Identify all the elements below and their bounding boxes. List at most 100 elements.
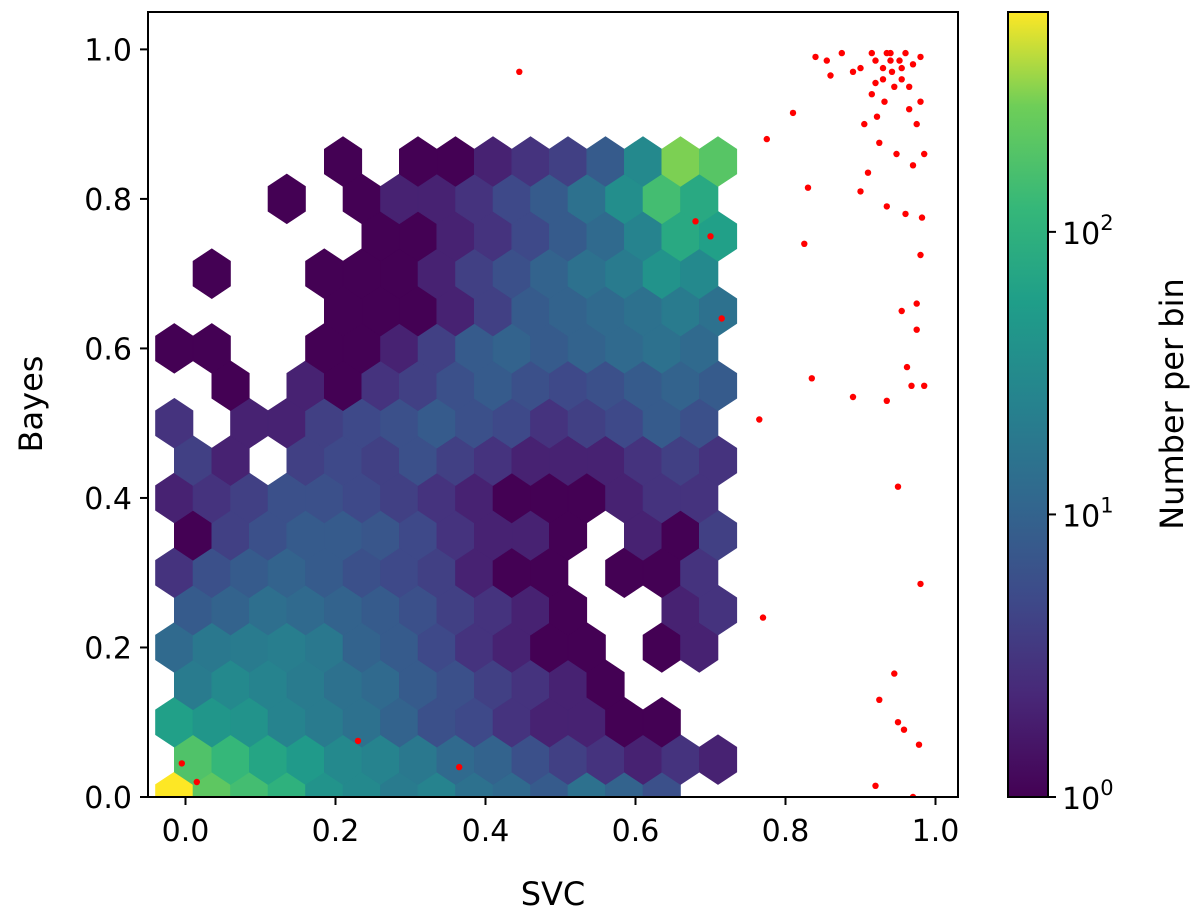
- scatter-point: [354, 737, 362, 745]
- scatter-point: [801, 240, 808, 247]
- scatter-point: [873, 113, 881, 120]
- colorbar-gradient: [1008, 12, 1048, 797]
- scatter-point: [891, 83, 898, 91]
- scatter-point: [913, 120, 920, 128]
- y-tick-label: 0.6: [84, 332, 132, 367]
- scatter-point: [888, 68, 896, 76]
- scatter-point: [808, 375, 815, 382]
- x-tick-label: 1.0: [912, 814, 960, 849]
- scatter-point: [872, 57, 879, 64]
- scatter-point: [909, 162, 917, 169]
- hexbin-cell: [155, 397, 194, 449]
- scatter-point: [883, 49, 890, 57]
- x-axis: 0.0 0.2 0.4 0.6 0.8 1.0: [162, 797, 960, 849]
- scatter-point: [921, 382, 928, 389]
- scatter-point: [823, 57, 830, 64]
- scatter-point: [918, 214, 926, 221]
- scatter-point: [898, 307, 905, 315]
- scatter-point: [902, 210, 909, 218]
- scatter-point: [898, 64, 905, 72]
- scatter-point: [178, 760, 185, 767]
- scatter-point: [707, 233, 714, 240]
- x-tick-label: 0.0: [162, 814, 210, 849]
- colorbar-tick-label: 102: [1062, 211, 1114, 252]
- scatter-layer: [178, 49, 928, 797]
- scatter-point: [876, 696, 883, 703]
- scatter-point: [864, 169, 872, 176]
- scatter-point: [894, 483, 902, 490]
- scatter-point: [881, 98, 888, 105]
- x-tick-label: 0.6: [612, 814, 660, 849]
- scatter-point: [900, 726, 908, 733]
- scatter-point: [917, 580, 924, 588]
- scatter-point: [902, 49, 909, 57]
- hexbin-cell: [698, 734, 738, 785]
- scatter-point: [759, 614, 767, 621]
- scatter-point: [868, 49, 875, 57]
- colorbar-tick-label: 101: [1062, 493, 1114, 534]
- scatter-point: [909, 61, 917, 68]
- scatter-point: [898, 76, 905, 83]
- hexbin-cell: [192, 323, 231, 374]
- scatter-point: [789, 109, 797, 117]
- scatter-point: [906, 83, 913, 91]
- colorbar: 100 101 102 Number per bin: [1007, 11, 1191, 817]
- scatter-point: [838, 49, 845, 57]
- scatter-point: [894, 719, 902, 726]
- x-axis-label: SVC: [521, 875, 586, 913]
- scatter-point: [456, 763, 463, 771]
- scatter-point: [906, 106, 913, 113]
- scatter-point: [692, 218, 699, 225]
- colorbar-tick-label: 100: [1062, 776, 1114, 817]
- scatter-point: [827, 72, 834, 79]
- scatter-point: [193, 778, 200, 786]
- y-tick-label: 1.0: [84, 33, 132, 68]
- scatter-point: [804, 184, 812, 191]
- scatter-point: [903, 363, 911, 371]
- scatter-point: [915, 741, 923, 748]
- scatter-point: [516, 68, 523, 76]
- hexbin-cell: [267, 173, 306, 225]
- scatter-point: [872, 79, 879, 87]
- scatter-point: [849, 393, 857, 401]
- scatter-point: [917, 251, 924, 259]
- hexbin-cell: [698, 136, 738, 187]
- plot-frame: [147, 11, 959, 798]
- x-tick-label: 0.4: [462, 814, 510, 849]
- x-tick-label: 0.2: [312, 814, 360, 849]
- y-tick-label: 0.2: [84, 631, 132, 666]
- y-tick-label: 0.8: [84, 183, 132, 218]
- scatter-point: [718, 315, 725, 322]
- scatter-point: [913, 326, 920, 333]
- colorbar-label: Number per bin: [1153, 278, 1191, 530]
- scatter-point: [879, 64, 887, 72]
- scatter-point: [917, 98, 924, 105]
- scatter-point: [879, 76, 887, 83]
- scatter-point: [857, 64, 864, 72]
- scatter-point: [861, 120, 868, 128]
- x-tick-label: 0.8: [762, 814, 810, 849]
- scatter-point: [908, 382, 915, 389]
- y-tick-label: 0.4: [84, 482, 132, 517]
- scatter-point: [883, 203, 890, 210]
- hexbin-layer: [155, 136, 738, 797]
- hexbin-cell: [323, 136, 363, 187]
- scatter-point: [917, 53, 924, 61]
- scatter-point: [876, 139, 883, 146]
- scatter-point: [872, 782, 879, 789]
- hexbin-cell: [642, 696, 681, 748]
- colorbar-ticks: 100 101 102: [1048, 211, 1114, 817]
- scatter-point: [913, 300, 920, 307]
- y-axis-label: Bayes: [12, 356, 50, 453]
- scatter-point: [893, 150, 900, 158]
- scatter-point: [849, 68, 857, 76]
- scatter-point: [857, 188, 864, 195]
- scatter-point: [868, 91, 875, 98]
- y-axis: 0.0 0.2 0.4 0.6 0.8 1.0: [84, 33, 148, 816]
- hexbin-cell: [155, 323, 194, 374]
- scatter-point: [883, 397, 890, 404]
- colorbar-frame: [1007, 11, 1049, 798]
- y-tick-label: 0.0: [84, 781, 132, 816]
- scatter-point: [812, 53, 819, 61]
